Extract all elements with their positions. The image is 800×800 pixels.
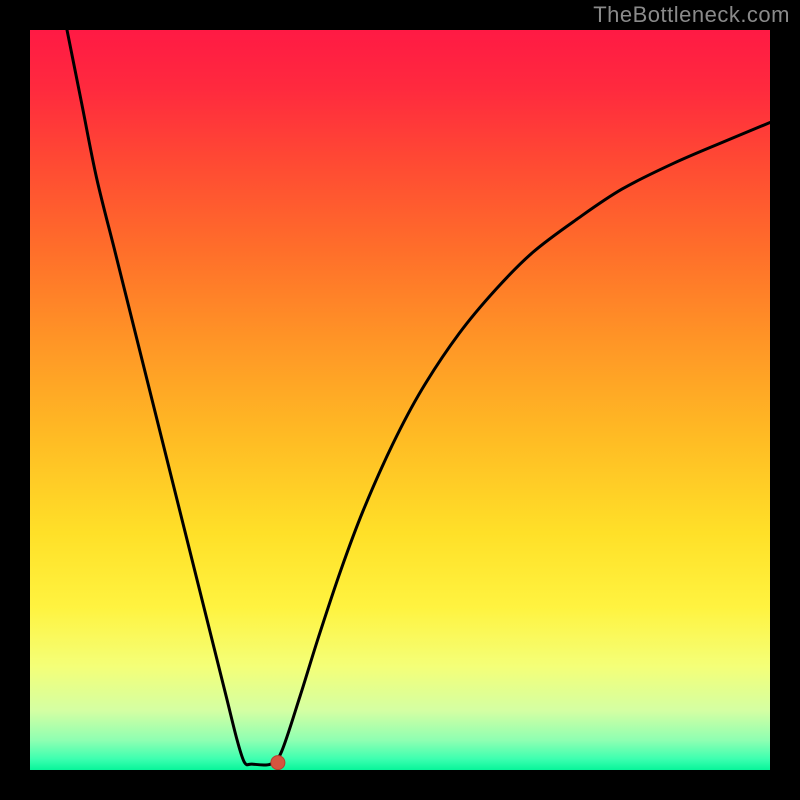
curve-layer [30,30,770,770]
bottleneck-curve [67,30,770,765]
plot-area [30,30,770,770]
chart-container: TheBottleneck.com [0,0,800,800]
optimum-marker [271,756,285,770]
watermark-text: TheBottleneck.com [593,2,790,28]
